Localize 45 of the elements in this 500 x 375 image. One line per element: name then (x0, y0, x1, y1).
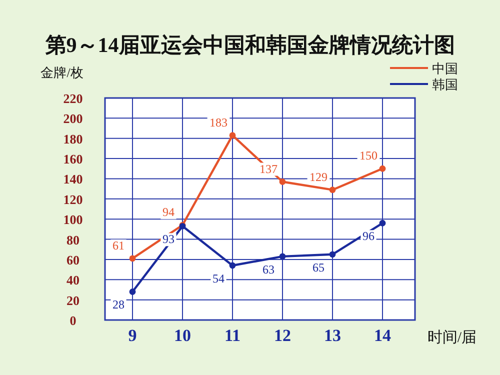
x-tick-label: 14 (374, 326, 392, 345)
data-label: 96 (362, 229, 374, 244)
point (229, 262, 236, 269)
data-label: 61 (112, 238, 124, 252)
data-label: 63 (262, 262, 274, 276)
data-label: 94 (162, 205, 174, 220)
data-label: 65 (312, 260, 324, 274)
y-tick-label: 220 (63, 91, 83, 106)
x-axis-title: 时间/届 (427, 329, 477, 346)
y-tick-label: 140 (63, 172, 83, 187)
data-label: 183 (210, 115, 228, 130)
data-label: 129 (310, 170, 328, 184)
y-tick-label: 200 (63, 111, 83, 126)
x-tick-label: 10 (174, 326, 191, 345)
y-tick-label: 80 (66, 232, 80, 248)
point (129, 255, 136, 262)
y-tick-label: 60 (66, 252, 80, 268)
data-label: 137 (260, 162, 278, 176)
legend-label: 韩国 (432, 77, 458, 92)
y-tick-label: 20 (66, 292, 80, 308)
y-tick-label: 0 (70, 313, 76, 328)
point (379, 165, 386, 172)
y-tick-label: 40 (66, 272, 80, 288)
point (279, 253, 286, 260)
y-tick-label: 160 (63, 152, 83, 167)
point (129, 288, 136, 295)
point (329, 251, 336, 258)
x-tick-label: 11 (224, 326, 241, 345)
point (379, 220, 386, 226)
data-label: 28 (112, 298, 124, 312)
y-tick-label: 100 (63, 212, 83, 228)
x-tick-label: 9 (128, 326, 137, 345)
data-label: 54 (212, 272, 224, 286)
point (329, 186, 336, 194)
data-label: 150 (360, 148, 378, 163)
y-tick-label: 180 (63, 131, 83, 146)
point (229, 132, 236, 139)
y-tick-label: 120 (63, 192, 83, 207)
chart-title: 第9～14届亚运会中国和韩国金牌情况统计图 (44, 33, 455, 57)
x-tick-label: 12 (274, 326, 291, 345)
y-axis-title: 金牌/枚 (40, 65, 84, 80)
x-tick-label: 13 (324, 326, 341, 345)
legend-label: 中国 (432, 61, 458, 76)
point (279, 178, 286, 185)
data-label: 93 (162, 232, 174, 246)
